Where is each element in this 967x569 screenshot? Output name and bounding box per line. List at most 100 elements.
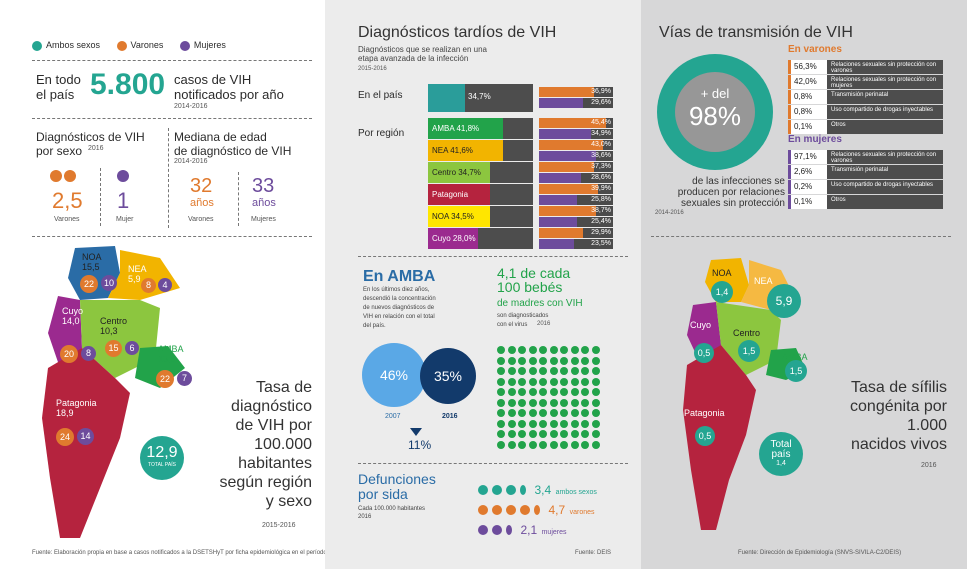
mujer-value: 1 — [117, 188, 130, 213]
baby-dot — [591, 388, 600, 396]
sex-bar-value: 38,6% — [591, 152, 611, 159]
baby-dot — [581, 388, 589, 396]
baby-dot — [549, 409, 558, 417]
baby-dot — [581, 409, 589, 417]
baby-dot — [539, 419, 547, 428]
map1-noa-v: 22 — [80, 275, 98, 293]
baby-dot — [528, 398, 537, 407]
transmission-label: Uso compartido de drogas inyectables — [831, 182, 934, 188]
sex-bar-fill — [539, 129, 591, 139]
sex-bar-fill — [539, 98, 583, 108]
map1-cuyo-m: 8 — [81, 346, 96, 361]
transmision-period: 2014-2016 — [655, 210, 684, 216]
transmission-row: 0,1% Otros — [788, 120, 943, 134]
sexo-year: 2016 — [88, 145, 104, 152]
defunciones-varones-row: 4,7 varones — [478, 501, 595, 519]
sex-bar: 23,5% — [539, 239, 613, 249]
edad-m-value: 33 — [252, 175, 275, 197]
sex-bar-fill — [539, 162, 595, 172]
region-bar-amba: AMBA 41,8% — [428, 118, 504, 139]
map1-patagonia-v: 24 — [56, 428, 74, 446]
mujer-dot — [117, 170, 129, 182]
donut-chart: + del 98% — [657, 54, 773, 170]
baby-dot — [539, 430, 547, 438]
baby-dot — [549, 346, 558, 354]
baby-dot — [507, 377, 516, 386]
region-bar-noa: NOA 34,5% — [428, 206, 491, 227]
varones-dot — [50, 170, 62, 182]
defunciones-ambos-row: 3,4 ambos sexos — [478, 481, 597, 499]
map1-cuyo-v: 20 — [60, 345, 78, 363]
baby-dot — [570, 388, 579, 396]
baby-dot — [581, 346, 589, 354]
baby-dot — [591, 409, 600, 417]
region-label: Por región — [358, 128, 405, 139]
map1-total-badge: 12,9 TOTAL PAÍS — [140, 436, 184, 480]
baby-dot — [539, 346, 547, 354]
baby-dot — [518, 440, 526, 449]
map2-amba-value: 1,5 — [785, 360, 807, 382]
transmission-pct: 0,8% — [791, 105, 827, 119]
sex-bar-value: 29,9% — [591, 229, 611, 236]
transmission-pct: 0,8% — [791, 90, 827, 104]
baby-dot — [528, 346, 537, 354]
baby-dot — [549, 367, 558, 375]
baby-dot — [518, 388, 526, 396]
total-desc: casos de VIH notificados por año — [174, 72, 284, 102]
mujer-label: Mujer — [116, 216, 134, 223]
map1-nea-m: 4 — [158, 278, 172, 292]
transmission-row: 2,6% Transmisión perinatal — [788, 165, 943, 179]
map2-nea-value: 5,9 — [767, 284, 801, 318]
transmission-label: Otros — [831, 122, 846, 128]
baby-dot — [591, 356, 600, 365]
babies-dot-grid — [497, 346, 603, 452]
donut-value: 98% — [688, 101, 742, 131]
defunciones-mujeres-row: 2,1 mujeres — [478, 521, 567, 539]
baby-dot — [539, 409, 547, 417]
amba-desc: En los últimos diez años, descendió la c… — [363, 287, 436, 329]
baby-dot — [528, 419, 537, 428]
edad-m-unit: años — [252, 197, 276, 209]
baby-dot — [539, 377, 547, 386]
sex-bar: 43,0% — [539, 140, 613, 150]
baby-dot — [497, 409, 505, 417]
tardios-period: 2015-2016 — [358, 66, 387, 72]
baby-dot — [570, 356, 579, 365]
map1-amba-label: AMBA 13,8 — [158, 344, 184, 364]
tardios-subtitle: Diagnósticos que se realizan en una etap… — [358, 45, 487, 63]
region-bar-centro: Centro 34,7% — [428, 162, 491, 183]
sex-bar: 29,6% — [539, 98, 613, 108]
sex-bar-value: 28,6% — [591, 174, 611, 181]
edad-title: Mediana de edad de diagnóstico de VIH — [174, 130, 292, 158]
transmission-label: Uso compartido de drogas inyectables — [831, 107, 934, 113]
varones-value: 2,5 — [52, 188, 83, 213]
baby-dot — [560, 440, 568, 449]
map2-amba-label: AMBA — [782, 352, 808, 362]
map2-patagonia-label: Patagonia — [684, 408, 725, 418]
map1-title: Tasa de diagnóstico de VIH por 100.000 h… — [219, 379, 312, 510]
edad-v-unit: años — [190, 197, 214, 209]
baby-dot — [497, 367, 505, 375]
sex-bar-fill — [539, 87, 594, 97]
baby-dot — [570, 367, 579, 375]
sex-bar: 29,9% — [539, 228, 613, 238]
amba-drop: 11% — [408, 438, 432, 452]
transmission-row: 97,1% Relaciones sexuales sin protección … — [788, 150, 943, 164]
map2-total-badge: Total país 1,4 — [759, 432, 803, 476]
defunciones-year: 2016 — [358, 514, 372, 520]
baby-dot — [497, 398, 505, 407]
sex-bar-value: 34,9% — [591, 130, 611, 137]
map1-period: 2015-2016 — [262, 522, 296, 529]
baby-dot — [528, 430, 537, 438]
amba-2016-circle: 35% — [420, 348, 476, 404]
sex-bar: 39,9% — [539, 184, 613, 194]
baby-dot — [518, 409, 526, 417]
total-value: 5.800 — [90, 68, 166, 101]
total-period: 2014-2016 — [174, 103, 208, 110]
bebes-title: 4,1 de cada 100 bebés — [497, 265, 571, 295]
baby-dot — [591, 430, 600, 438]
baby-dot — [497, 377, 505, 386]
map1-patagonia-label: Patagonia 18,9 — [56, 398, 97, 418]
sex-bar-value: 29,6% — [591, 99, 611, 106]
baby-dot — [560, 430, 568, 438]
